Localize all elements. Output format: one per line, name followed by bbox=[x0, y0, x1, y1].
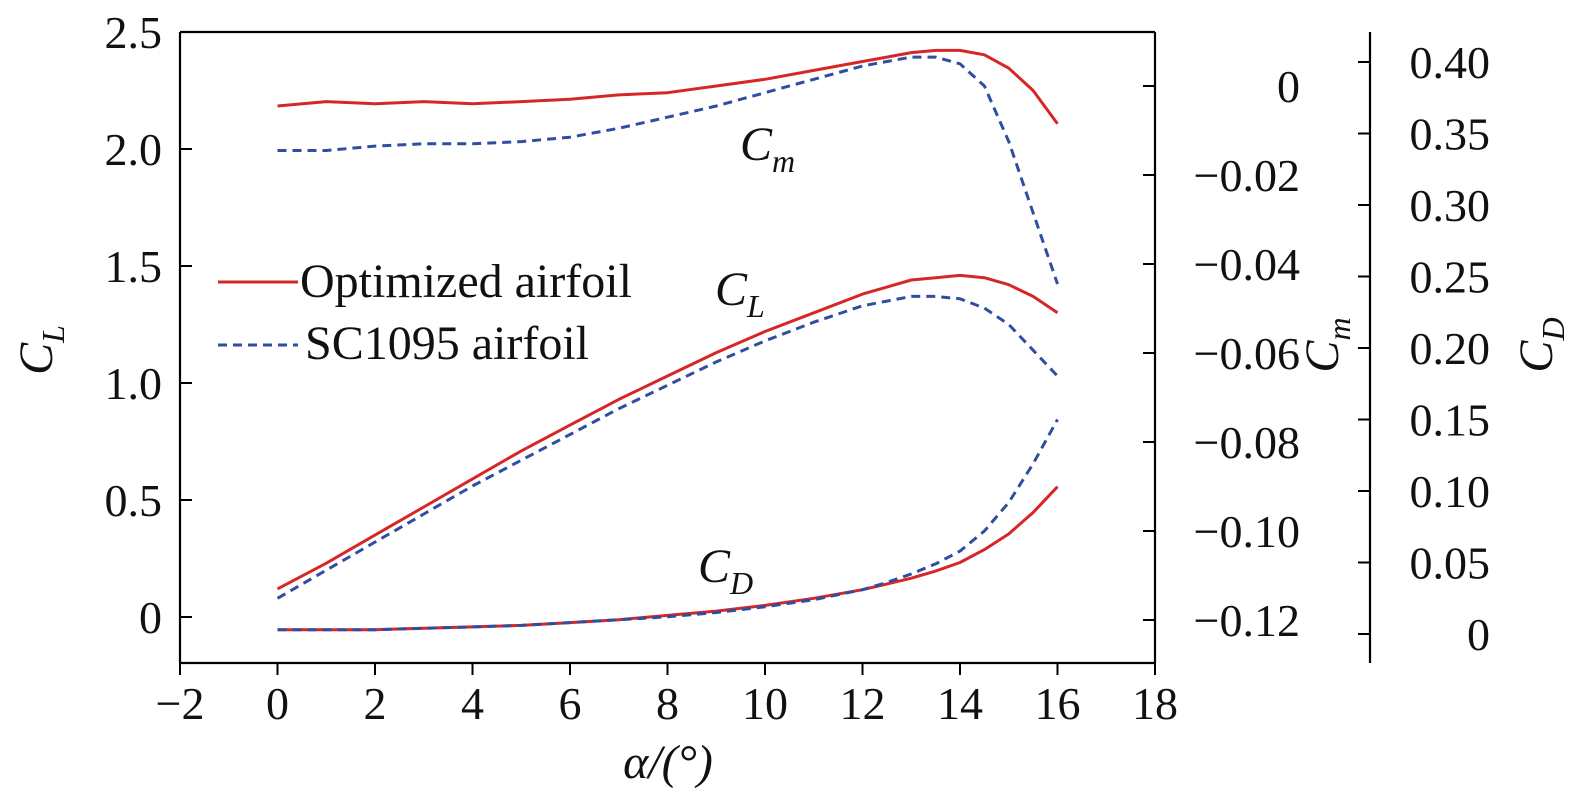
sc1095-cd-line bbox=[277, 418, 1059, 632]
cl-annotation-main: C bbox=[715, 263, 748, 316]
legend-label-sc1095: SC1095 airfoil bbox=[305, 317, 589, 370]
cl-annotation-sub: L bbox=[746, 288, 765, 324]
cm-tick-label: −0.06 bbox=[1194, 328, 1300, 379]
cl-tick-label: 1.5 bbox=[105, 241, 163, 292]
x-axis-ticks: −2 0 2 4 6 8 10 12 14 16 18 bbox=[156, 663, 1178, 729]
x-tick-label: 12 bbox=[840, 678, 886, 729]
cl-tick-label: 0.5 bbox=[105, 475, 163, 526]
cd-tick-label: 0 bbox=[1467, 609, 1490, 660]
cm-annotation-sub: m bbox=[772, 143, 795, 179]
cd-annotation-sub: D bbox=[729, 565, 753, 601]
x-tick-label: 14 bbox=[937, 678, 983, 729]
cm-tick-label: 0 bbox=[1277, 61, 1300, 112]
cd-annotation-main: C bbox=[698, 540, 731, 593]
data-series bbox=[276, 48, 1059, 632]
legend: Optimized airfoil SC1095 airfoil bbox=[218, 255, 632, 370]
cl-tick-label: 1.0 bbox=[105, 358, 163, 409]
x-tick-label: 8 bbox=[656, 678, 679, 729]
x-tick-label: 10 bbox=[742, 678, 788, 729]
x-axis-title: α/(°) bbox=[623, 736, 713, 789]
optimized-cl-line bbox=[276, 273, 1059, 591]
legend-label-optimized: Optimized airfoil bbox=[300, 255, 632, 308]
cd-tick-label: 0.10 bbox=[1410, 466, 1491, 517]
cd-axis-title: CD bbox=[1510, 317, 1571, 372]
cd-curve-annotation: CD bbox=[698, 540, 753, 601]
x-axis-title-text: α/(°) bbox=[623, 736, 713, 789]
cm-axis-ticks: 0 −0.02 −0.04 −0.06 −0.08 −0.10 −0.12 bbox=[1143, 61, 1300, 646]
x-tick-label: −2 bbox=[156, 678, 205, 729]
sc1095-cm-line bbox=[277, 55, 1059, 285]
x-tick-label: 2 bbox=[364, 678, 387, 729]
x-tick-label: 6 bbox=[559, 678, 582, 729]
cl-tick-label: 0 bbox=[139, 592, 162, 643]
x-tick-label: 0 bbox=[266, 678, 289, 729]
cm-tick-label: −0.10 bbox=[1194, 506, 1300, 557]
cl-curve-annotation: CL bbox=[715, 263, 765, 324]
cd-tick-label: 0.15 bbox=[1410, 395, 1491, 446]
optimized-cm-line bbox=[277, 48, 1059, 125]
cd-tick-label: 0.05 bbox=[1410, 538, 1491, 589]
cd-axis-title-main: C bbox=[1510, 340, 1563, 373]
cd-tick-label: 0.25 bbox=[1410, 252, 1491, 303]
cd-tick-label: 0.30 bbox=[1410, 180, 1491, 231]
cm-tick-label: −0.12 bbox=[1194, 595, 1300, 646]
cm-axis-title-sub: m bbox=[1321, 317, 1357, 340]
cl-axis-title: CL bbox=[10, 325, 71, 375]
cm-annotation-main: C bbox=[740, 118, 773, 171]
x-tick-label: 4 bbox=[461, 678, 484, 729]
cl-axis-title-main: C bbox=[10, 342, 63, 375]
cd-tick-label: 0.35 bbox=[1410, 109, 1491, 160]
cm-tick-label: −0.08 bbox=[1194, 417, 1300, 468]
x-tick-label: 16 bbox=[1035, 678, 1081, 729]
cm-axis-title-main: C bbox=[1296, 340, 1349, 373]
cl-tick-label: 2.0 bbox=[105, 124, 163, 175]
cd-axis-title-sub: D bbox=[1535, 317, 1571, 341]
cd-tick-label: 0.40 bbox=[1410, 37, 1491, 88]
cm-curve-annotation: Cm bbox=[740, 118, 795, 179]
optimized-cd-line bbox=[277, 485, 1059, 632]
cm-tick-label: −0.04 bbox=[1194, 239, 1300, 290]
cm-axis-title: Cm bbox=[1296, 317, 1357, 372]
cl-tick-label: 2.5 bbox=[105, 7, 163, 58]
cl-axis-ticks: 0 0.5 1.0 1.5 2.0 2.5 bbox=[105, 7, 192, 643]
cl-axis-title-sub: L bbox=[35, 325, 71, 344]
cm-tick-label: −0.02 bbox=[1194, 150, 1300, 201]
x-tick-label: 18 bbox=[1132, 678, 1178, 729]
cd-tick-label: 0.20 bbox=[1410, 323, 1491, 374]
sc1095-cl-line bbox=[276, 294, 1059, 600]
cd-axis-ticks: 0 0.05 0.10 0.15 0.20 0.25 0.30 0.35 0.40 bbox=[1358, 37, 1490, 660]
